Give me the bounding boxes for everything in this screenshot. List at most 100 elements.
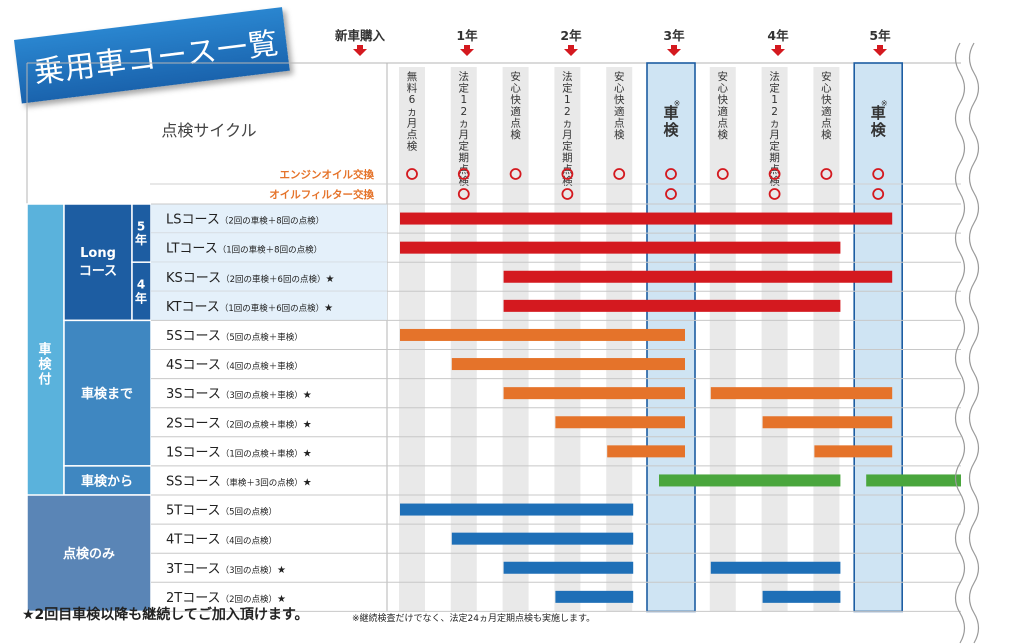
timeline-arrow-icon — [873, 45, 887, 56]
course-name: 3Tコース（3回の点検）★ — [166, 562, 286, 577]
group-shakentsuki-label: 付 — [38, 372, 51, 388]
group-shakenkara-label: 車検から — [81, 473, 133, 489]
column-header-char: 心 — [821, 83, 832, 95]
column-header-char: 定 — [459, 140, 470, 153]
group-shakentsuki-label: 車 — [38, 342, 51, 358]
column-header-char: 車 — [663, 104, 678, 122]
maintenance-circle-mark — [768, 168, 781, 180]
group-5nen-label: 年 — [135, 232, 147, 247]
maintenance-circle-mark — [406, 168, 418, 180]
column-header-char: 快 — [821, 94, 832, 106]
column-header-char: 車 — [871, 104, 886, 122]
shaken-highlight-column — [853, 62, 904, 613]
timeline-marker-label: 新車購入 — [335, 28, 386, 43]
maintenance-circle-mark — [613, 168, 626, 180]
course-name-text: LTコース — [166, 242, 218, 257]
group-shakenkara-block — [63, 465, 152, 496]
shaken-note-mark: ※ — [881, 99, 888, 108]
timeline-marker-label: 5年 — [869, 28, 891, 43]
course-detail-text: （2回の車検＋6回の点検） — [221, 274, 325, 285]
column-header-char: 月 — [769, 129, 780, 141]
course-bar — [400, 503, 634, 516]
timeline-arrow-icon — [771, 45, 785, 56]
column-header-char: 検 — [769, 174, 780, 187]
course-name: 1Sコース（1回の点検＋車検）★ — [166, 445, 312, 460]
timeline-arrow-icon — [353, 45, 367, 56]
course-label-bg — [151, 233, 387, 263]
course-bar — [400, 328, 685, 341]
timeline-arrow-icon — [564, 45, 578, 56]
course-name: LSコース（2回の車検＋8回の点検） — [166, 213, 324, 228]
column-header-char: 検 — [614, 128, 625, 141]
course-name-text: LSコース — [166, 213, 220, 228]
group-shakenmade-label: 車検まで — [81, 386, 133, 402]
course-name-text: 4Tコース — [166, 533, 221, 548]
course-label-bg — [151, 291, 387, 321]
column-header-char: 期 — [459, 152, 470, 164]
course-detail-text: （3回の点検） — [221, 565, 277, 576]
course-name: LTコース（1回の車検＋8回の点検） — [166, 242, 322, 257]
column-header-char: 適 — [614, 105, 625, 118]
course-detail-text: （4回の点検＋車検） — [221, 361, 303, 372]
course-name: 5Tコース（5回の点検） — [166, 504, 277, 519]
group-tenkennomi-block — [26, 494, 152, 613]
course-star-mark: ★ — [303, 448, 312, 459]
course-bar — [762, 416, 893, 429]
group-4nen-label: 4 — [137, 278, 145, 292]
course-name: 2Tコース（2回の点検）★ — [166, 591, 286, 606]
course-bar — [607, 445, 685, 458]
column-header-char: 点 — [821, 117, 832, 129]
column-header-char: 法 — [562, 70, 573, 83]
course-detail-text: （3回の点検＋車検） — [221, 390, 303, 401]
column-header-char: 適 — [718, 105, 729, 118]
course-bar — [451, 358, 685, 371]
column-header-char: 適 — [510, 105, 521, 118]
timeline-marker-label: 2年 — [560, 28, 582, 43]
maintenance-circle-mark — [768, 188, 781, 200]
course-name: KSコース（2回の車検＋6回の点検）★ — [166, 271, 334, 286]
column-header-char: 快 — [510, 94, 521, 106]
course-name: KTコース（1回の車検＋6回の点検）★ — [166, 300, 333, 315]
column-header-char: 検 — [718, 128, 729, 141]
column-header-char: 定 — [562, 140, 573, 153]
column-header-char: 期 — [769, 152, 780, 164]
footer-main-text: ★2回目車検以降も継続してご加入頂けます。 — [22, 607, 309, 623]
column-header-char: 無 — [407, 70, 418, 83]
column-header-char: 月 — [407, 117, 418, 129]
maintenance-circle-mark — [561, 168, 574, 180]
course-name-text: 1Sコース — [166, 445, 221, 460]
course-bar — [555, 416, 685, 429]
column-header-char: 快 — [718, 94, 729, 106]
course-label-bg — [151, 262, 387, 292]
course-bar — [659, 474, 841, 487]
column-header-char: 月 — [562, 129, 573, 141]
column-stripe — [709, 67, 736, 612]
course-bar — [400, 212, 893, 225]
course-bar — [710, 387, 893, 400]
course-detail-text: （4回の点検） — [221, 536, 277, 547]
course-star-mark: ★ — [325, 274, 334, 285]
column-stripe — [761, 67, 788, 612]
course-name-text: 5Tコース — [166, 504, 221, 519]
course-detail-text: （2回の点検） — [221, 594, 277, 605]
course-bar — [503, 270, 893, 283]
course-name-text: 3Sコース — [166, 387, 221, 402]
timeline-arrow-icon — [667, 45, 681, 56]
maintenance-label: エンジンオイル交換 — [280, 168, 375, 181]
course-bar — [451, 532, 634, 545]
group-shakentsuki-label: 検 — [38, 357, 52, 373]
axis-break-line — [954, 42, 966, 644]
course-detail-text: （5回の点検） — [221, 507, 277, 518]
course-bar — [762, 590, 841, 603]
course-star-mark: ★ — [324, 303, 333, 314]
course-star-mark: ★ — [303, 390, 312, 401]
maintenance-circle-mark — [872, 188, 885, 200]
column-header-char: 点 — [614, 117, 625, 129]
column-header-char: ヵ — [562, 117, 573, 129]
course-detail-text: （1回の車検＋6回の点検） — [220, 303, 324, 314]
column-header-char: 期 — [562, 152, 573, 164]
column-header-char: 検 — [871, 121, 887, 139]
group-4nen-label: 年 — [135, 290, 147, 305]
footer-note-text: ※継続検査だけでなく、法定24ヵ月定期点検も実施します。 — [352, 614, 596, 624]
